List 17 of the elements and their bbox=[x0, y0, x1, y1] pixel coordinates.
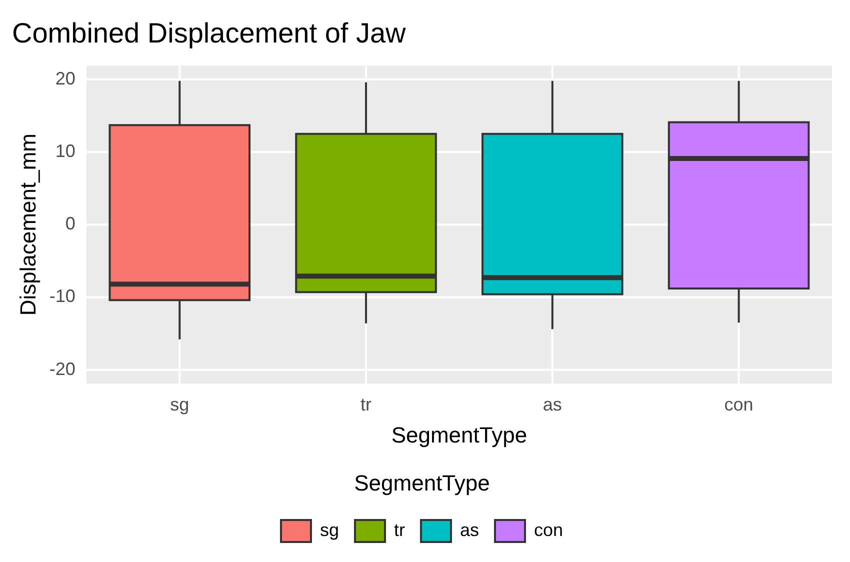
legend-label: con bbox=[534, 520, 564, 540]
chart-title: Combined Displacement of Jaw bbox=[12, 18, 407, 49]
x-axis-title: SegmentType bbox=[391, 422, 528, 448]
x-tick-label: sg bbox=[170, 394, 190, 414]
legend-label: tr bbox=[394, 520, 405, 540]
y-tick-label: -20 bbox=[49, 358, 76, 379]
legend-label: sg bbox=[320, 520, 339, 540]
y-tick-label: 10 bbox=[55, 140, 76, 161]
x-tick-label: as bbox=[542, 394, 562, 414]
x-tick-label: con bbox=[724, 394, 754, 414]
y-tick-label: -10 bbox=[49, 286, 76, 306]
legend-title: SegmentType bbox=[354, 470, 490, 496]
legend-label: as bbox=[460, 520, 479, 540]
y-tick-label: 0 bbox=[65, 214, 76, 234]
y-axis-title: Displacement_mm bbox=[15, 134, 40, 316]
y-tick-label: 20 bbox=[55, 68, 76, 88]
x-tick-label: tr bbox=[360, 394, 372, 414]
